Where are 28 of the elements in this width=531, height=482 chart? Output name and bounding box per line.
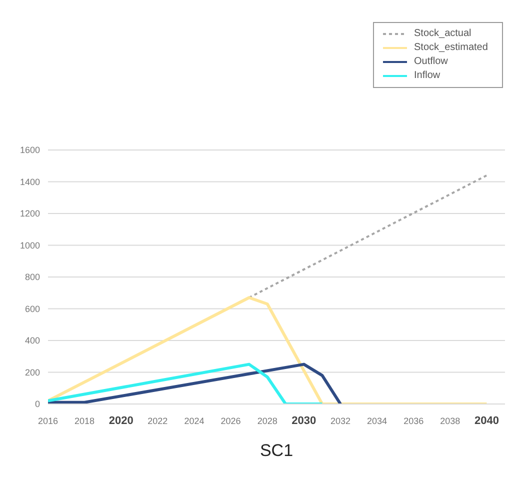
x-axis-title: SC1: [260, 441, 294, 460]
y-tick-label: 400: [24, 336, 40, 346]
y-tick-label: 1000: [20, 240, 40, 250]
x-tick-label: 2030: [292, 415, 316, 427]
y-tick-label: 200: [24, 367, 40, 378]
y-tick-label: 800: [24, 272, 40, 282]
x-tick-label: 2018: [74, 416, 95, 426]
x-tick-label: 2034: [367, 416, 388, 426]
y-tick-label: 0: [34, 399, 40, 410]
x-tick-label: 2026: [220, 416, 241, 426]
legend-label: Inflow: [414, 69, 440, 83]
x-tick-label: 2016: [38, 416, 58, 426]
x-tick-label: 2032: [330, 416, 350, 426]
x-tick-label: 2024: [184, 416, 204, 426]
x-tick-label: 2036: [404, 416, 424, 426]
legend-label: Stock_actual: [414, 27, 472, 41]
line-series: [48, 296, 488, 404]
y-tick-label: 1600: [20, 145, 40, 156]
y-tick-label: 600: [24, 304, 40, 314]
x-tick-label: 2040: [474, 415, 499, 427]
y-tick-label: 1400: [20, 176, 40, 187]
x-tick-label: 2020: [108, 415, 134, 427]
x-tick-label: 2028: [257, 416, 278, 426]
x-tick-label: 2022: [148, 416, 168, 426]
x-tick-label: 2038: [440, 416, 460, 426]
y-tick-label: 1200: [20, 208, 40, 219]
legend-label: Stock_estimated: [414, 41, 488, 55]
legend-label: Outflow: [414, 55, 448, 69]
